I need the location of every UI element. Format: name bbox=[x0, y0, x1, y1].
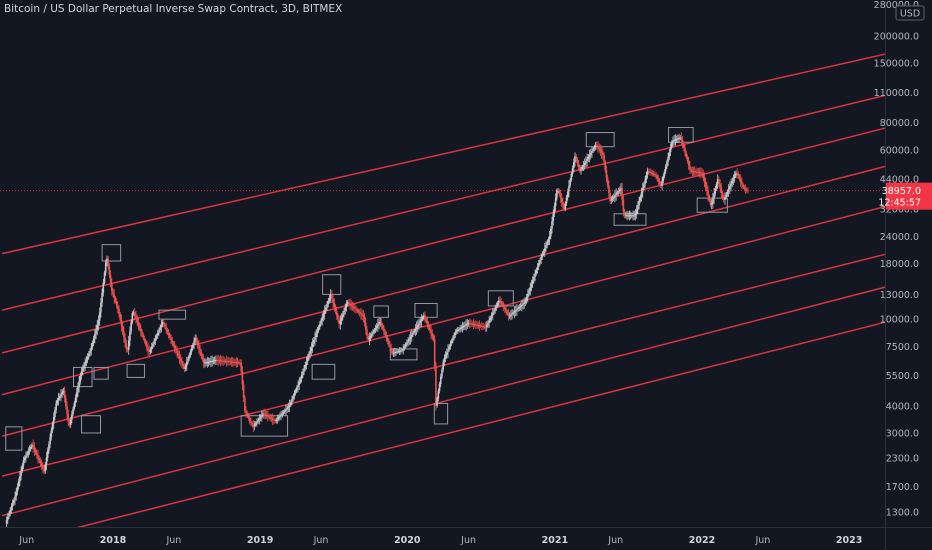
candles bbox=[5, 132, 749, 527]
y-tick-label: 1700.0 bbox=[886, 482, 919, 493]
x-tick-label: 2022 bbox=[689, 535, 715, 546]
y-tick-label: 13000.0 bbox=[880, 290, 919, 301]
x-tick-label: Jun bbox=[607, 535, 623, 546]
y-tick-label: 10000.0 bbox=[880, 315, 919, 326]
highlight-box-12[interactable] bbox=[389, 348, 418, 361]
highlight-box-7[interactable] bbox=[158, 309, 187, 320]
highlight-box-13[interactable] bbox=[414, 303, 438, 318]
x-tick-label: Jun bbox=[313, 535, 329, 546]
x-tick-label: Jun bbox=[18, 535, 34, 546]
x-tick-label: Jun bbox=[165, 535, 181, 546]
y-tick-label: 5500.0 bbox=[886, 371, 919, 382]
y-tick-label: 1300.0 bbox=[886, 508, 919, 519]
y-tick-top: 280000.0 bbox=[874, 0, 919, 11]
last-price-value: 38957.0 bbox=[882, 186, 921, 197]
highlight-box-4[interactable] bbox=[101, 244, 122, 262]
y-tick-label: 80000.0 bbox=[880, 118, 919, 129]
channel-line-2[interactable] bbox=[1, 93, 897, 311]
channel-line-4[interactable] bbox=[1, 163, 897, 396]
channel-line-8[interactable] bbox=[2, 319, 897, 547]
highlight-box-9[interactable] bbox=[311, 363, 336, 380]
y-tick-label: 4000.0 bbox=[886, 401, 919, 412]
highlight-box-11[interactable] bbox=[373, 305, 389, 318]
y-tick-label: 24000.0 bbox=[880, 232, 919, 243]
x-tick-label: Jun bbox=[460, 535, 476, 546]
y-tick-label: 2300.0 bbox=[886, 454, 919, 465]
y-tick-label: 44000.0 bbox=[880, 175, 919, 186]
x-tick-label: 2020 bbox=[394, 535, 421, 546]
channel-line-1[interactable] bbox=[1, 51, 897, 255]
y-tick-label: 32000.0 bbox=[880, 205, 919, 216]
highlight-box-1[interactable] bbox=[5, 426, 23, 451]
highlight-box-3[interactable] bbox=[81, 415, 102, 434]
y-tick-label: 200000.0 bbox=[874, 32, 919, 43]
y-tick-label: 7500.0 bbox=[886, 342, 919, 353]
channel-line-7[interactable] bbox=[1, 284, 897, 517]
y-tick-label: 110000.0 bbox=[874, 88, 919, 99]
x-tick-label: 2023 bbox=[836, 535, 862, 546]
y-tick-label: 150000.0 bbox=[874, 59, 919, 70]
y-tick-label: 60000.0 bbox=[880, 145, 919, 156]
channel-line-6[interactable] bbox=[1, 251, 897, 477]
currency-label: USD bbox=[900, 9, 920, 20]
highlight-box-14[interactable] bbox=[433, 402, 449, 425]
x-tick-label: 2019 bbox=[247, 535, 273, 546]
highlight-box-6[interactable] bbox=[126, 363, 145, 378]
x-tick-label: 2018 bbox=[100, 535, 127, 546]
currency-button[interactable] bbox=[895, 5, 925, 21]
x-tick-label: Jun bbox=[754, 535, 770, 546]
channel-line-3[interactable] bbox=[1, 125, 897, 354]
highlight-box-5[interactable] bbox=[93, 366, 109, 380]
highlight-box-17[interactable] bbox=[613, 213, 647, 226]
highlight-box-18[interactable] bbox=[668, 126, 694, 143]
y-tick-label: 18000.0 bbox=[880, 259, 919, 270]
x-tick-label: 2021 bbox=[542, 535, 568, 546]
plot-area bbox=[1, 51, 897, 547]
chart-title: Bitcoin / US Dollar Perpetual Inverse Sw… bbox=[4, 3, 343, 15]
countdown: 12:45:57 bbox=[878, 198, 921, 209]
last-price-tag bbox=[886, 182, 932, 210]
channel-line-5[interactable] bbox=[1, 203, 897, 437]
highlight-box-19[interactable] bbox=[696, 197, 728, 213]
y-tick-label: 3000.0 bbox=[886, 428, 919, 439]
